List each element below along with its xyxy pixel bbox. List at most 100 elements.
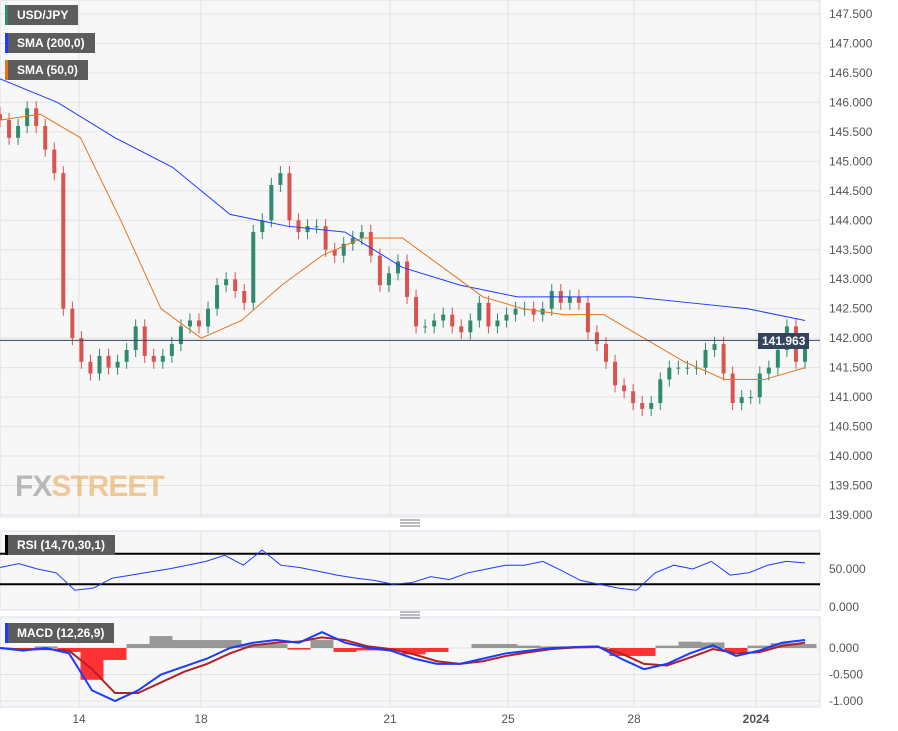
candle xyxy=(432,320,437,327)
candle xyxy=(658,379,663,404)
candle xyxy=(721,344,726,374)
candle xyxy=(441,314,446,321)
fxstreet-logo: FXSTREET xyxy=(15,470,165,503)
candle xyxy=(676,367,681,369)
candle xyxy=(423,326,428,328)
sma200-line xyxy=(0,78,806,321)
y-tick-label: 141.000 xyxy=(829,390,873,404)
candle xyxy=(7,120,12,138)
macd-histogram-bar xyxy=(609,648,633,656)
macd-histogram-bar xyxy=(310,640,334,648)
candle xyxy=(224,279,229,286)
candle xyxy=(350,237,355,244)
candle xyxy=(305,226,310,233)
sma50-line xyxy=(0,113,806,380)
candle xyxy=(278,173,283,185)
y-tick-label: 143.500 xyxy=(829,243,873,257)
y-tick-label: 142.500 xyxy=(829,302,873,316)
candle xyxy=(405,261,410,297)
candle xyxy=(468,320,473,333)
macd-histogram-bar xyxy=(724,648,748,652)
candle xyxy=(97,355,102,374)
candle xyxy=(115,361,120,368)
candle xyxy=(106,355,111,368)
candle xyxy=(34,108,39,126)
candle xyxy=(495,320,500,327)
candle xyxy=(359,232,364,238)
candle xyxy=(233,279,238,292)
candle xyxy=(368,232,373,256)
macd-line xyxy=(0,630,806,703)
candle xyxy=(739,397,744,404)
macd-histogram-bar xyxy=(264,644,288,648)
y-tick-label: 146.000 xyxy=(829,95,873,109)
x-tick-label: 25 xyxy=(501,712,515,726)
rsi-line xyxy=(0,549,806,591)
y-tick-label: 140.000 xyxy=(829,449,873,463)
candle xyxy=(504,314,509,321)
macd-histogram-bar xyxy=(747,645,771,648)
candle xyxy=(52,149,57,174)
candle xyxy=(395,261,400,274)
macd-y-tick: -1.000 xyxy=(829,694,863,708)
y-tick-label: 141.500 xyxy=(829,361,873,375)
macd-histogram-bar xyxy=(126,644,150,648)
macd-histogram-bar xyxy=(517,645,541,648)
legend-label: SMA (50,0) xyxy=(17,63,78,77)
candle xyxy=(124,349,129,362)
x-tick-label: 2024 xyxy=(743,712,770,726)
candle xyxy=(88,361,93,374)
candle xyxy=(549,291,554,309)
candle xyxy=(215,285,220,309)
candle xyxy=(206,308,211,327)
candle xyxy=(513,308,518,315)
candle xyxy=(459,326,464,333)
rsi-y-tick: 0.000 xyxy=(829,600,859,614)
candle xyxy=(712,344,717,350)
macd-histogram-bar xyxy=(195,640,219,648)
rsi-panel xyxy=(0,530,821,611)
candle xyxy=(70,308,75,339)
candle xyxy=(803,340,807,362)
candle xyxy=(585,302,590,333)
candle xyxy=(703,349,708,368)
legend-usdjpy: USD/JPY xyxy=(5,5,79,25)
candle xyxy=(160,355,165,362)
y-tick-label: 147.500 xyxy=(829,7,873,21)
candle xyxy=(251,232,256,303)
y-tick-label: 145.500 xyxy=(829,125,873,139)
macd-y-tick: -0.500 xyxy=(829,668,863,682)
candle xyxy=(640,403,645,409)
macd-histogram-bar xyxy=(793,644,817,648)
candle xyxy=(766,367,771,374)
candle xyxy=(242,291,247,303)
candle xyxy=(133,326,138,350)
candle xyxy=(450,314,455,327)
macd-y-tick: 0.000 xyxy=(829,641,859,655)
candle xyxy=(386,273,391,286)
y-tick-label: 146.500 xyxy=(829,66,873,80)
legend-sma200: SMA (200,0) xyxy=(5,33,95,53)
candle xyxy=(730,373,735,404)
macd-histogram-bar xyxy=(172,640,196,648)
candle xyxy=(631,391,636,404)
candle xyxy=(142,326,147,356)
candle xyxy=(622,385,627,392)
macd-histogram-bar xyxy=(494,644,518,648)
candle xyxy=(269,184,274,221)
legend-label: SMA (200,0) xyxy=(17,36,85,50)
candle xyxy=(757,373,762,398)
candle xyxy=(649,403,654,409)
y-tick-label: 144.000 xyxy=(829,213,873,227)
y-tick-label: 143.000 xyxy=(829,272,873,286)
candle xyxy=(16,125,21,138)
rsi-y-tick: 50.000 xyxy=(829,562,866,576)
candle xyxy=(414,296,419,327)
legend-macd: MACD (12,26,9) xyxy=(5,623,115,643)
candle xyxy=(0,114,2,121)
macd-histogram-bar xyxy=(333,648,357,652)
candle xyxy=(187,320,192,327)
candle xyxy=(61,173,66,309)
candle xyxy=(169,344,174,356)
y-tick-label: 144.500 xyxy=(829,184,873,198)
